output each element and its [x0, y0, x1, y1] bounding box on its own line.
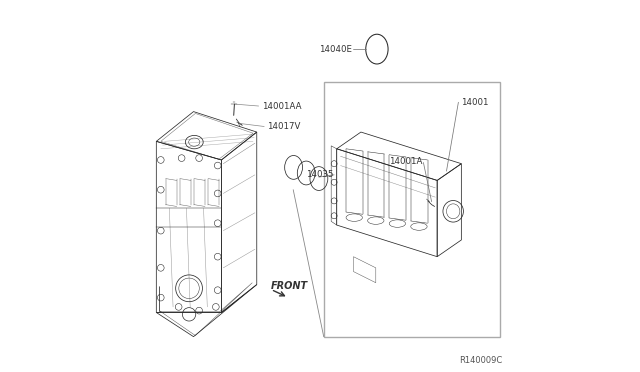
Text: FRONT: FRONT [271, 282, 308, 291]
Text: 14035: 14035 [305, 170, 333, 179]
Text: 14001AA: 14001AA [262, 102, 302, 110]
Text: R140009C: R140009C [459, 356, 502, 365]
Text: 14001: 14001 [461, 98, 488, 107]
Text: 14017V: 14017V [267, 122, 301, 131]
Text: 14040E: 14040E [319, 45, 353, 54]
Bar [324, 82, 500, 337]
Text: 14001A: 14001A [389, 157, 422, 166]
